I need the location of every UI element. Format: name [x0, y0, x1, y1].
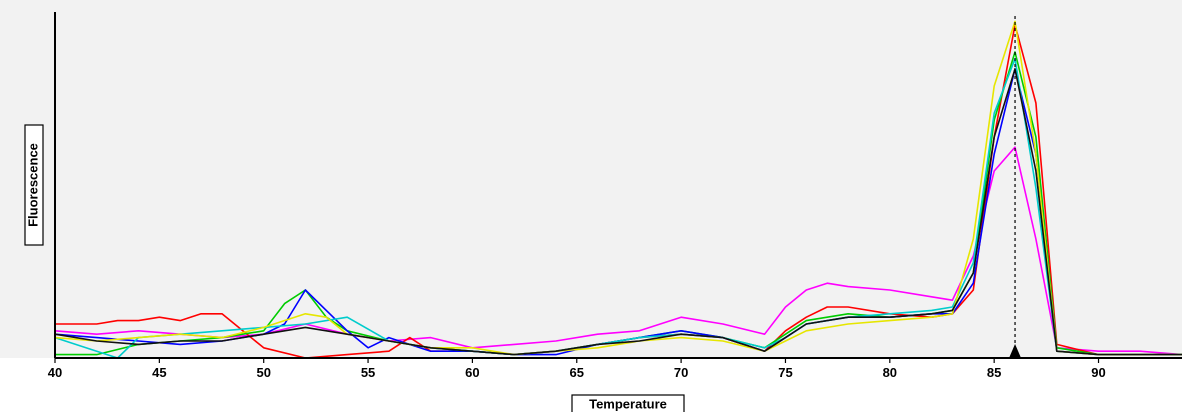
- x-tick-layer: 40 45 50 55 60 65 70 75 80 85 90: [48, 358, 1106, 380]
- x-tick-label: 55: [361, 365, 375, 380]
- x-tick-label: 90: [1091, 365, 1105, 380]
- peak-marker-triangle: [1009, 344, 1022, 358]
- series-line-1: [54, 146, 1182, 356]
- y-axis-title-text: Fluorescence: [25, 143, 40, 227]
- y-axis-title-box: [24, 124, 44, 246]
- x-axis-title-box: [571, 394, 685, 412]
- y-axis-title: Fluorescence: [24, 124, 44, 246]
- x-tick-label: 80: [883, 365, 897, 380]
- x-axis-title: Temperature: [571, 394, 685, 412]
- x-axis-title-text: Temperature: [589, 396, 667, 411]
- x-tick-label: 70: [674, 365, 688, 380]
- x-tick-label: 45: [152, 365, 166, 380]
- x-tick-label: 50: [256, 365, 270, 380]
- series-line-6: [54, 20, 1182, 356]
- x-tick-label: 40: [48, 365, 62, 380]
- x-tick-label: 85: [987, 365, 1001, 380]
- series-layer: [54, 20, 1182, 359]
- series-line-7: [54, 68, 1182, 356]
- x-tick-label: 75: [778, 365, 792, 380]
- x-tick-label: 60: [465, 365, 479, 380]
- x-tick-label: 65: [570, 365, 584, 380]
